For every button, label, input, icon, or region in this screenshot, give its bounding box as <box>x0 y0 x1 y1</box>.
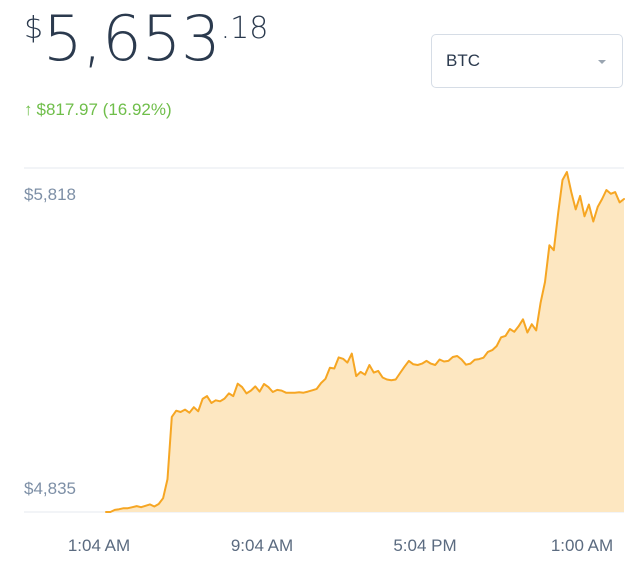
x-tick-label: 5:04 PM <box>393 536 456 555</box>
y-tick-label-min: $4,835 <box>24 479 76 498</box>
x-tick-label: 1:00 AM <box>551 536 613 555</box>
price-change: ↑ $817.97 (16.92%) <box>24 100 172 120</box>
chevron-down-icon <box>598 60 606 64</box>
x-tick-label: 1:04 AM <box>68 536 130 555</box>
chart-series-line <box>105 171 625 513</box>
currency-select[interactable]: BTC <box>431 34 623 88</box>
price-change-text: $817.97 (16.92%) <box>36 100 172 119</box>
arrow-up-icon: ↑ <box>24 100 33 119</box>
price-decimal: .18 <box>220 11 269 46</box>
currency-select-value: BTC <box>446 51 480 70</box>
chart-area-fill <box>106 172 624 512</box>
current-price: $ 5,653 .18 <box>24 0 268 90</box>
x-tick-label: 9:04 AM <box>231 536 293 555</box>
price-integer: 5,653 <box>43 2 221 75</box>
y-tick-label-max: $5,818 <box>24 185 76 204</box>
price-currency-symbol: $ <box>24 11 44 46</box>
